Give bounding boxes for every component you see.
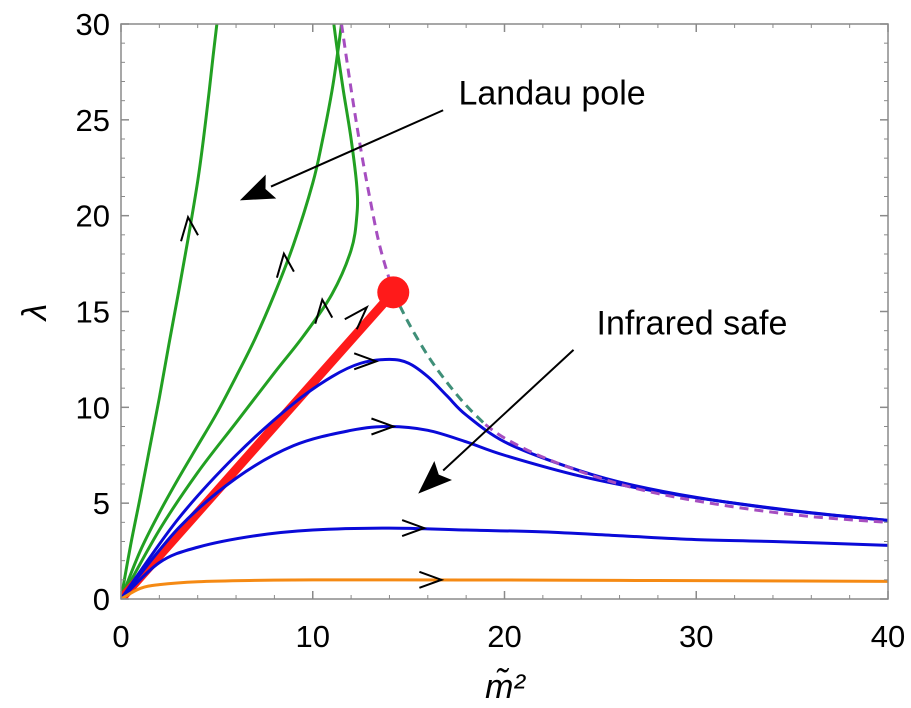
- series-line-10: [391, 291, 487, 426]
- series-line-7: [121, 526, 888, 599]
- flow-arrow-layer: [180, 214, 445, 589]
- y-tick-label: 20: [76, 199, 110, 234]
- y-tick-label: 5: [93, 486, 110, 521]
- y-tick-label: 15: [76, 295, 110, 330]
- fixed-point-layer: [377, 276, 410, 309]
- annotation-arrow-head-2: [418, 460, 452, 494]
- flow-arrow-7: [401, 519, 428, 538]
- annotation-arrow-shaft-1: [270, 109, 444, 188]
- x-axis-label: m̃²: [485, 668, 526, 706]
- series-line-11: [484, 423, 888, 524]
- series-line-4: [121, 287, 398, 599]
- annotation-label-2: Infrared safe: [597, 305, 788, 343]
- annotation-arrow-head-1: [239, 174, 277, 201]
- x-tick-label: 30: [679, 619, 713, 654]
- series-line-6: [121, 425, 888, 599]
- x-tick-label: 40: [871, 619, 905, 654]
- flow-arrow-8: [419, 570, 445, 589]
- fixed-point-marker: [377, 276, 410, 309]
- y-tick-label: 25: [76, 103, 110, 138]
- tick-layer: 0 10 20 30 40 0 5 10 15 20 25 30: [76, 7, 906, 654]
- flow-arrow-1: [180, 214, 199, 242]
- flow-arrow-6: [371, 417, 397, 436]
- x-tick-label: 20: [487, 619, 521, 654]
- series-line-1: [121, 24, 219, 599]
- series-line-8: [121, 578, 888, 599]
- flow-arrow-4: [344, 304, 369, 330]
- flow-arrow-3: [314, 297, 334, 324]
- annotation-layer: Landau pole Infrared safe: [239, 75, 788, 494]
- y-tick-label: 30: [76, 7, 110, 42]
- series-line-3: [121, 24, 360, 599]
- flow-arrow-2: [275, 251, 295, 278]
- annotation-arrow-shaft-2: [442, 349, 575, 472]
- annotation-label-1: Landau pole: [458, 75, 645, 113]
- y-axis-label: λ: [16, 304, 54, 323]
- x-tick-label: 0: [112, 619, 129, 654]
- y-tick-label: 10: [76, 390, 110, 425]
- y-tick-label: 0: [93, 582, 110, 617]
- curve-layer: [121, 24, 888, 599]
- x-tick-label: 10: [296, 619, 330, 654]
- flow-arrow-5: [353, 352, 380, 371]
- series-line-2: [121, 24, 344, 599]
- series-line-9: [340, 24, 395, 293]
